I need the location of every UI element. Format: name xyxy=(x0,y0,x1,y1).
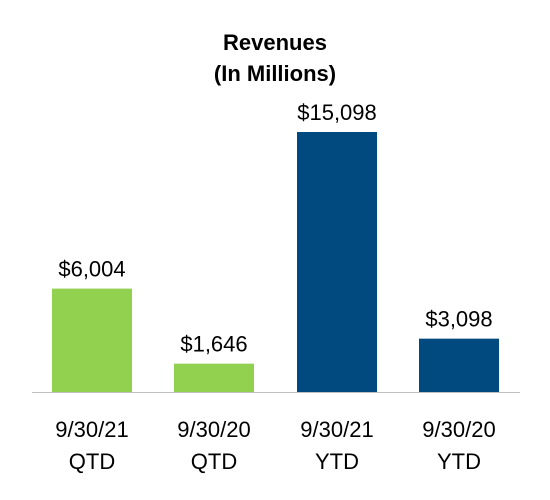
chart-title: Revenues xyxy=(223,30,327,55)
tick-label-3-0: 9/30/20 xyxy=(422,417,495,442)
chart-subtitle: (In Millions) xyxy=(214,61,336,86)
tick-label-1-1: QTD xyxy=(191,449,237,474)
tick-label-2-1: YTD xyxy=(315,449,359,474)
bar-0 xyxy=(52,288,132,392)
tick-label-0-1: QTD xyxy=(69,449,115,474)
tick-label-1-0: 9/30/20 xyxy=(177,417,250,442)
value-label-3: $3,098 xyxy=(425,307,492,332)
bar-2 xyxy=(297,132,377,392)
bars-group xyxy=(52,132,499,392)
bar-1 xyxy=(174,363,254,392)
value-label-0: $6,004 xyxy=(58,257,125,282)
bar-3 xyxy=(419,338,499,392)
value-label-1: $1,646 xyxy=(180,332,247,357)
tick-label-2-0: 9/30/21 xyxy=(300,417,373,442)
tick-label-0-0: 9/30/21 xyxy=(55,417,128,442)
category-labels-group: 9/30/21 QTD 9/30/20 QTD 9/30/21 YTD 9/30/20 YTD xyxy=(55,417,495,474)
tick-label-3-1: YTD xyxy=(437,449,481,474)
value-label-2: $15,098 xyxy=(297,100,377,125)
value-labels-group: $6,004 $1,646 $15,098 $3,098 xyxy=(58,100,492,357)
